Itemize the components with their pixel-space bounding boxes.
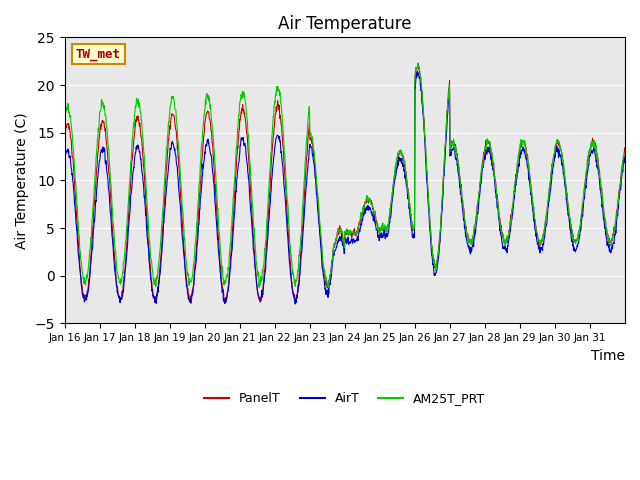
AirT <box>291 301 299 307</box>
AirT <box>559 171 567 177</box>
AirT <box>477 180 485 186</box>
AirT <box>614 206 622 212</box>
AM25T_PRT <box>621 151 628 156</box>
AirT <box>330 249 338 254</box>
AM25T_PRT <box>148 266 156 272</box>
AirT <box>148 287 156 292</box>
AM25T_PRT <box>61 116 68 122</box>
PanelT <box>148 288 156 294</box>
Legend: PanelT, AirT, AM25T_PRT: PanelT, AirT, AM25T_PRT <box>199 387 490 410</box>
AM25T_PRT <box>414 60 422 66</box>
PanelT <box>221 300 229 306</box>
PanelT <box>413 63 421 69</box>
PanelT <box>614 202 622 207</box>
PanelT <box>330 240 338 246</box>
AM25T_PRT <box>477 169 485 175</box>
Y-axis label: Air Temperature (C): Air Temperature (C) <box>15 112 29 249</box>
PanelT <box>320 268 328 274</box>
PanelT <box>621 145 628 151</box>
Text: TW_met: TW_met <box>76 48 121 60</box>
AirT <box>320 275 328 281</box>
AM25T_PRT <box>614 200 622 206</box>
PanelT <box>61 131 68 136</box>
PanelT <box>559 160 567 166</box>
AM25T_PRT <box>255 284 263 290</box>
AirT <box>413 68 421 74</box>
X-axis label: Time: Time <box>591 348 625 363</box>
Line: AirT: AirT <box>65 71 625 304</box>
Line: PanelT: PanelT <box>65 66 625 303</box>
Line: AM25T_PRT: AM25T_PRT <box>65 63 625 287</box>
PanelT <box>477 171 485 177</box>
AM25T_PRT <box>559 162 567 168</box>
Title: Air Temperature: Air Temperature <box>278 15 412 33</box>
AirT <box>61 158 68 164</box>
AirT <box>621 155 628 160</box>
AM25T_PRT <box>320 263 328 269</box>
AM25T_PRT <box>330 241 338 247</box>
